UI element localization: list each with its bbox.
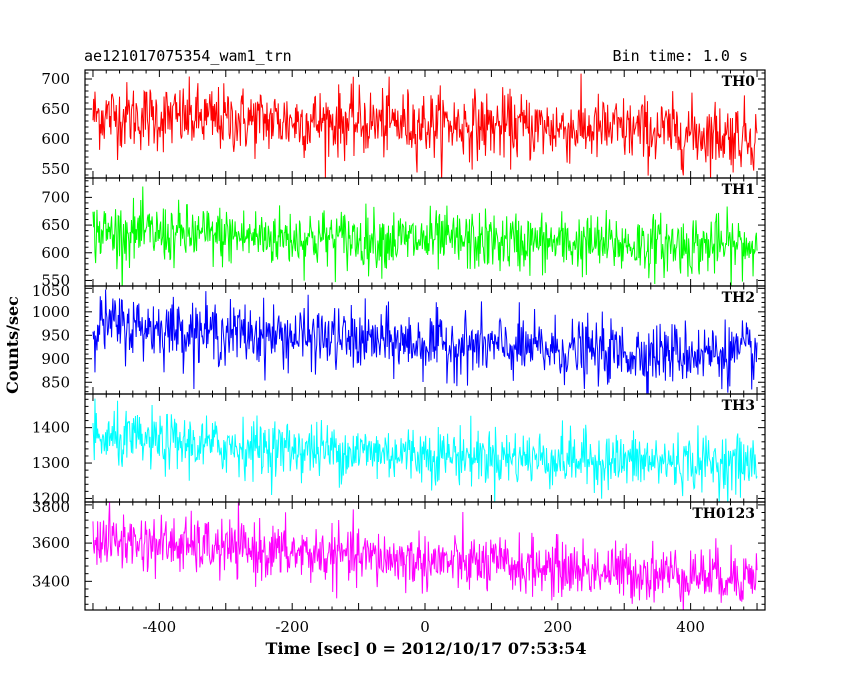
y-tick-label: 1200 bbox=[32, 489, 70, 507]
y-tick-label: 850 bbox=[41, 373, 70, 391]
y-tick-label: 550 bbox=[41, 160, 70, 178]
y-axis-title: Counts/sec bbox=[3, 296, 22, 394]
series-line-th0 bbox=[92, 73, 758, 178]
panel-label-th0123: TH0123 bbox=[692, 506, 755, 522]
y-tick-label: 3400 bbox=[32, 572, 70, 590]
y-tick-label: 550 bbox=[41, 271, 70, 289]
panel-th3: TH3 1200 1300 1400 bbox=[32, 393, 766, 507]
panel-th1: TH1 550 600 650 700 bbox=[41, 177, 766, 289]
series-line-th3 bbox=[92, 398, 758, 502]
series-line-th1 bbox=[92, 186, 758, 286]
y-tick-label: 950 bbox=[41, 326, 70, 344]
y-tick-label: 650 bbox=[41, 100, 70, 118]
panel-label-th1: TH1 bbox=[722, 182, 755, 198]
bin-time-label: Bin time: 1.0 s bbox=[613, 47, 748, 65]
y-tick-label: 3600 bbox=[32, 534, 70, 552]
series-line-th2 bbox=[92, 289, 758, 394]
panel-frame bbox=[84, 177, 766, 287]
x-tick-label: 400 bbox=[676, 618, 705, 636]
x-tick-label: 0 bbox=[420, 618, 430, 636]
x-axis: -400 -200 0 200 400 bbox=[143, 618, 705, 636]
y-tick-label: 1400 bbox=[32, 419, 70, 437]
x-axis-title: Time [sec] 0 = 2012/10/17 07:53:54 bbox=[266, 639, 587, 658]
y-tick-label: 600 bbox=[41, 244, 70, 262]
x-tick-label: -200 bbox=[275, 618, 309, 636]
chart-title: ae121017075354_wam1_trn bbox=[84, 47, 292, 65]
y-tick-label: 650 bbox=[41, 216, 70, 234]
y-tick-label: 600 bbox=[41, 130, 70, 148]
series-line-th0123 bbox=[92, 502, 758, 610]
panel-th0: TH0 550 600 650 700 bbox=[41, 69, 766, 179]
panels: TH0 550 600 650 700 TH1 550 600 650 700 TH2 850 900 9… bbox=[32, 69, 766, 611]
y-tick-label: 1300 bbox=[32, 454, 70, 472]
y-tick-label: 3800 bbox=[32, 498, 70, 516]
y-tick-label: 900 bbox=[41, 350, 70, 368]
y-tick-label: 700 bbox=[41, 70, 70, 88]
y-tick-label: 1000 bbox=[32, 303, 70, 321]
y-tick-label: 700 bbox=[41, 188, 70, 206]
panel-label-th0: TH0 bbox=[722, 74, 756, 90]
panel-label-th3: TH3 bbox=[722, 398, 755, 414]
panel-th2: TH2 850 900 950 1000 1050 bbox=[32, 282, 766, 395]
panel-th0123: TH0123 3400 3600 3800 bbox=[32, 498, 766, 611]
panel-label-th2: TH2 bbox=[722, 290, 755, 306]
x-tick-label: 200 bbox=[543, 618, 572, 636]
x-tick-label: -400 bbox=[143, 618, 177, 636]
y-tick-label: 1050 bbox=[32, 282, 70, 300]
